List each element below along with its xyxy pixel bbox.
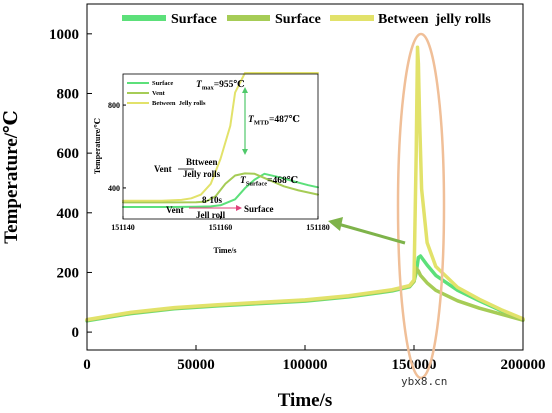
vent-annotation: Vent (154, 164, 172, 174)
callout-arrow-shaft (337, 222, 406, 245)
inset-series-line-3 (122, 72, 319, 202)
main-y-tick-label: 600 (57, 146, 80, 162)
main-series-group (85, 45, 525, 323)
main-x-tick-label: 0 (83, 357, 91, 373)
main-series-line-3 (85, 45, 525, 322)
inset-legend-label-between: Between Jelly rolls (152, 100, 206, 107)
main-y-tick-label: 800 (57, 86, 80, 102)
inset-x-tick-label: 151160 (209, 223, 233, 232)
t-surface-annotation: TSurface=468℃ (240, 176, 298, 188)
timing-surface-label: Surface (244, 204, 274, 214)
main-legend: Surface Surface Between jelly rolls (122, 12, 491, 27)
legend-label-surface-1: Surface (171, 12, 217, 27)
y-axis-title: Temperature/℃ (1, 110, 22, 244)
inset-y-tick-label: 400 (108, 184, 120, 193)
inset-x-axis-title: Time/s (214, 246, 237, 255)
x-axis-title: Time/s (278, 390, 333, 411)
timing-gap-label: 8-10s (202, 195, 222, 205)
between-annotation-line-2: Jelly rolls (183, 169, 221, 179)
inset-x-tick-label: 151180 (306, 223, 330, 232)
timing-jellyroll-label: Jell roll (196, 210, 226, 220)
inset-y-tick-label: 800 (108, 101, 120, 110)
timing-arrowhead (236, 205, 242, 211)
mtd-arrow-up (242, 87, 248, 93)
main-ticks-group: 0 50000 100000 150000 200000 0 200 400 600 800 100… (49, 27, 546, 373)
between-annotation-line-1: Bttween (186, 157, 218, 167)
inset-annotations: Tmax=955℃ TMTD=487℃ TSurface=468℃ Vent B… (154, 80, 300, 220)
peak-highlight-ellipse (396, 32, 446, 380)
main-x-tick-label: 200000 (501, 357, 546, 373)
main-x-tick-label: 50000 (177, 357, 215, 373)
inset-series-group (122, 72, 319, 208)
inset-background (123, 74, 318, 219)
inset-y-axis-title: Temperature/℃ (93, 117, 102, 174)
mtd-arrow-down (242, 149, 248, 155)
main-y-tick-label: 1000 (49, 27, 79, 43)
inset-legend-label-surface: Surface (152, 80, 173, 87)
timing-vent-label: Vent (166, 205, 184, 215)
watermark: ybx8.cn (401, 375, 447, 388)
inset-legend-label-vent: Vent (152, 90, 166, 97)
main-y-tick-label: 400 (57, 206, 80, 222)
main-x-tick-label: 100000 (283, 357, 328, 373)
main-y-tick-label: 200 (57, 265, 80, 281)
t-mtd-annotation: TMTD=487℃ (248, 115, 300, 127)
inset-x-tick-label: 151140 (111, 223, 135, 232)
legend-label-between: Between jelly rolls (378, 12, 491, 27)
inset-legend: Surface Vent Between Jelly rolls (127, 80, 206, 107)
callout-arrowhead (328, 217, 343, 231)
main-x-tick-label: 150000 (392, 357, 437, 373)
inset-series-line-1 (122, 172, 319, 208)
t-max-annotation: Tmax=955℃ (196, 80, 245, 92)
inset-series-line-2 (122, 172, 319, 204)
main-y-tick-label: 0 (72, 325, 80, 341)
legend-label-surface-2: Surface (275, 12, 321, 27)
inset-ticks-group: 151140 151160 151180 400 800 (108, 101, 330, 232)
